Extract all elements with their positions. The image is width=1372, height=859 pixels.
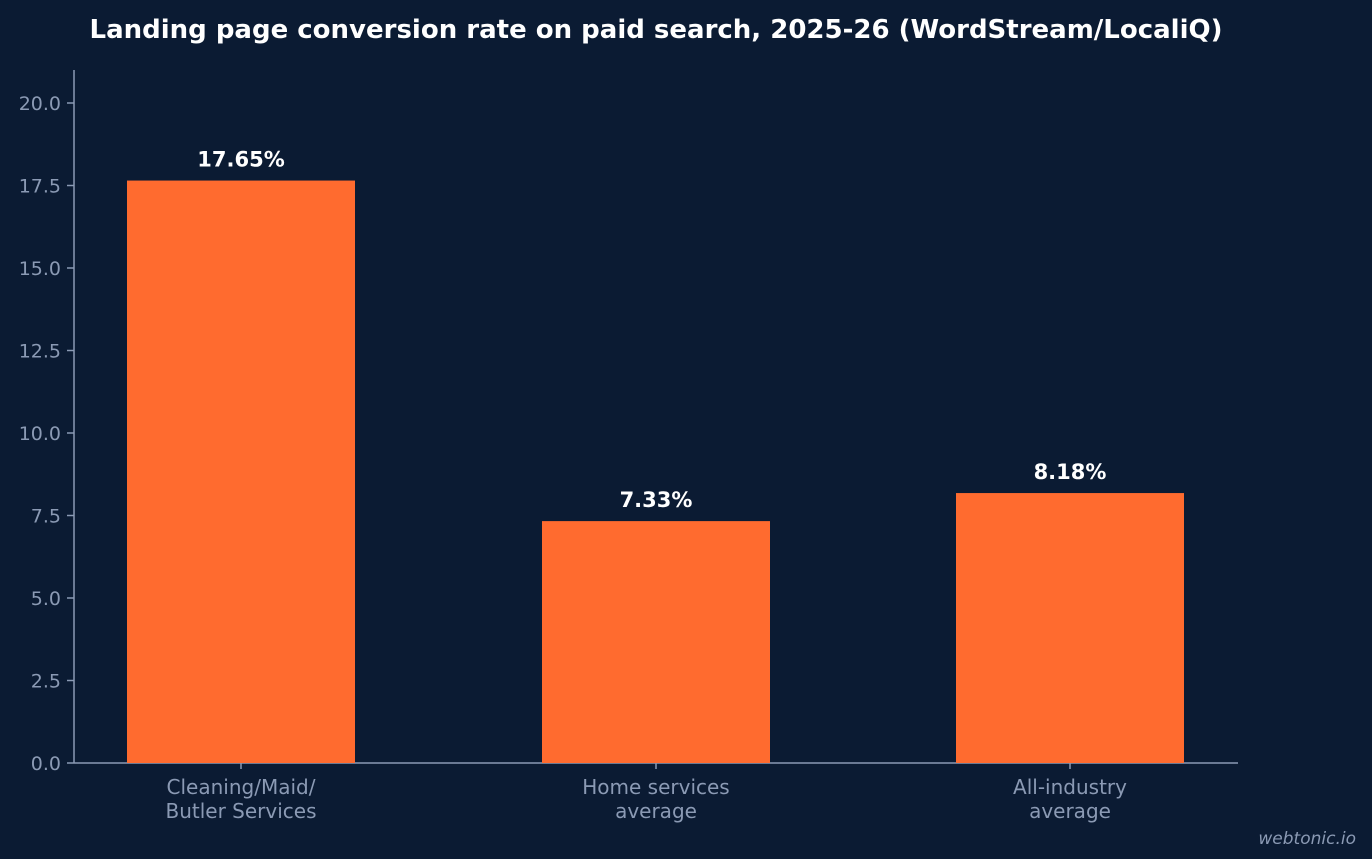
y-tick-label: 17.5 [19,176,61,198]
y-tick-label: 7.5 [31,506,61,528]
y-tick-label: 2.5 [31,671,61,693]
x-tick-label: average [615,799,697,823]
bar [956,493,1184,763]
watermark: webtonic.io [1258,829,1356,849]
y-tick-label: 20.0 [19,93,61,115]
bar-value-label: 7.33% [620,488,693,512]
y-tick-label: 15.0 [19,258,61,280]
x-tick-label: All-industry [1013,775,1127,799]
bar-value-label: 8.18% [1034,460,1107,484]
plot-area: 0.0 2.5 5.0 7.5 10.0 12.5 15.0 17.5 20.0 17.65% Cl… [19,70,1238,823]
y-tick-label: 12.5 [19,341,61,363]
x-tick-label: Cleaning/Maid/ [167,775,316,799]
y-tick-label: 0.0 [31,753,61,775]
bar [542,521,770,763]
x-tick-label: average [1029,799,1111,823]
y-tick-label: 5.0 [31,588,61,610]
x-tick-label: Butler Services [165,799,316,823]
bar-value-label: 17.65% [197,148,284,172]
y-tick-label: 10.0 [19,423,61,445]
chart-title: Landing page conversion rate on paid sea… [90,15,1223,45]
bar [127,180,355,764]
x-tick-label: Home services [582,775,729,799]
